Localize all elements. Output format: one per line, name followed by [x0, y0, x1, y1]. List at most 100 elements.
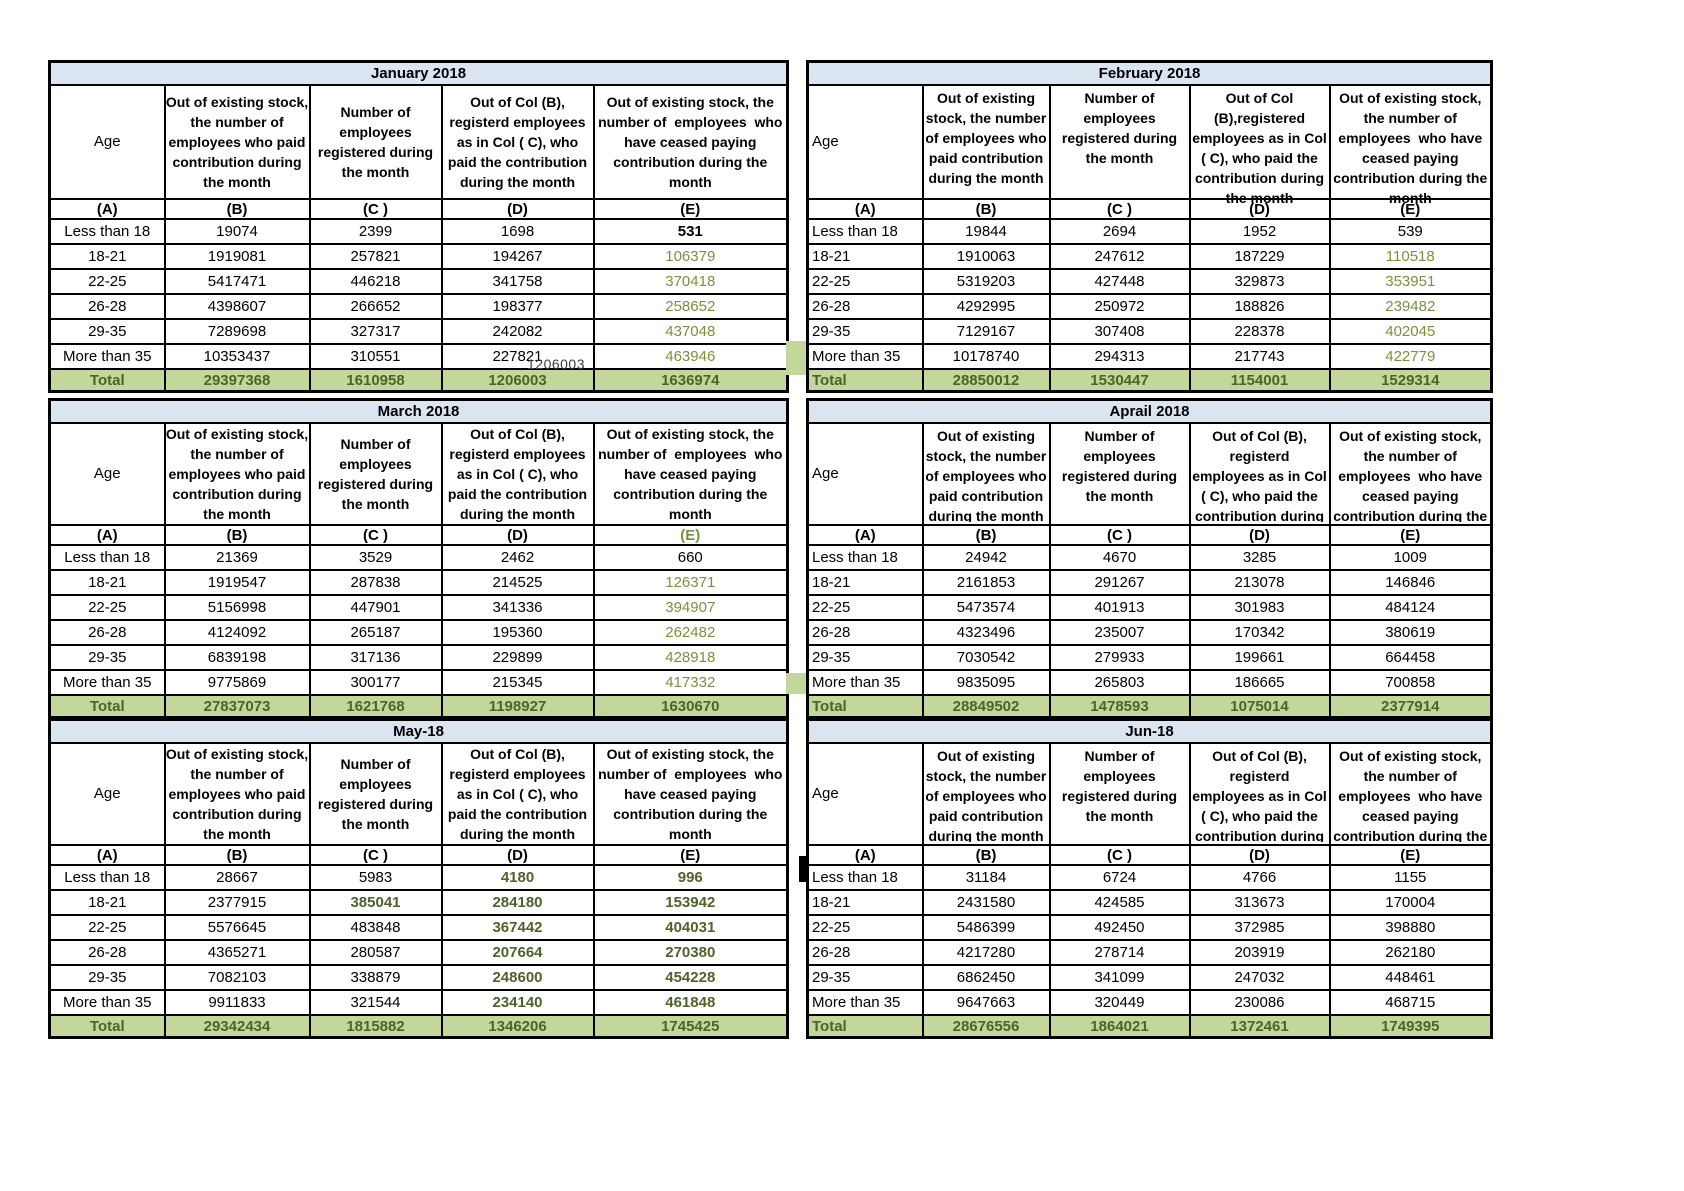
- total-row: Total 28676556 1864021 1372461 1749395: [806, 1014, 1493, 1039]
- col-header-text-b: Out of existing stock, the number of emp…: [165, 746, 309, 842]
- age-cell: Less than 18: [806, 864, 924, 891]
- col-label-e: (E): [1328, 198, 1493, 220]
- col-header-d: Out of Col (B), registerd employees as i…: [440, 422, 595, 526]
- col-header-text-d: Out of Col (B), registerd employees as i…: [1192, 748, 1327, 842]
- value-cell-b: 7030542: [921, 644, 1051, 671]
- age-cell: 18-21: [48, 569, 166, 596]
- age-cell: 18-21: [806, 243, 924, 270]
- age-cell: 22-25: [806, 268, 924, 295]
- total-label-cell: Total: [806, 368, 924, 393]
- total-value-cell-c: 1621768: [308, 694, 443, 719]
- value-cell-b: 9835095: [921, 669, 1051, 696]
- value-cell-b: 5417471: [163, 268, 311, 295]
- col-label-c: (C ): [308, 524, 443, 546]
- value-cell-d: 4766: [1188, 864, 1331, 891]
- col-header-text-c: Number of employees registered during th…: [317, 436, 434, 512]
- total-value-cell-c: 1864021: [1048, 1014, 1191, 1039]
- value-cell-d: 301983: [1188, 594, 1331, 621]
- value-cell-b: 1910063: [921, 243, 1051, 270]
- value-cell-b: 4292995: [921, 293, 1051, 320]
- value-cell-b: 1919547: [163, 569, 311, 596]
- col-label-c: (C ): [1048, 524, 1191, 546]
- value-cell-e: 664458: [1328, 644, 1493, 671]
- col-label-b: (B): [921, 844, 1051, 866]
- total-value-cell-d: 1198927: [440, 694, 595, 719]
- value-cell-d: 229899: [440, 644, 595, 671]
- value-cell-b: 10178740: [921, 343, 1051, 370]
- total-row: Total 29342434 1815882 1346206 1745425: [48, 1014, 789, 1039]
- value-cell-d: 1698: [440, 218, 595, 245]
- value-cell-e: 239482: [1328, 293, 1493, 320]
- data-row: 18-21 1919547 287838 214525 126371: [48, 569, 789, 596]
- age-cell: Less than 18: [48, 218, 166, 245]
- value-cell-d: 228378: [1188, 318, 1331, 345]
- age-cell: 18-21: [48, 889, 166, 916]
- value-cell-c: 279933: [1048, 644, 1191, 671]
- col-label-b: (B): [163, 524, 311, 546]
- age-cell: 22-25: [806, 914, 924, 941]
- value-cell-e: 422779: [1328, 343, 1493, 370]
- col-label-d: (D): [1188, 844, 1331, 866]
- value-cell-d: 2462: [440, 544, 595, 571]
- title-row: May-18: [48, 718, 789, 744]
- title-row: March 2018: [48, 398, 789, 424]
- age-cell: 26-28: [806, 939, 924, 966]
- age-cell: More than 35: [48, 343, 166, 370]
- value-cell-d: 248600: [440, 964, 595, 991]
- value-cell-b: 2431580: [921, 889, 1051, 916]
- value-cell-d: 203919: [1188, 939, 1331, 966]
- value-cell-b: 7289698: [163, 318, 311, 345]
- col-label-d: (D): [440, 844, 595, 866]
- total-value-cell-c: 1478593: [1048, 694, 1191, 719]
- total-value-cell-e: 1749395: [1328, 1014, 1493, 1039]
- value-cell-c: 280587: [308, 939, 443, 966]
- col-header-c: Number of employees registered during th…: [308, 742, 443, 846]
- value-cell-c: 341099: [1048, 964, 1191, 991]
- total-value-cell-d: 1154001: [1188, 368, 1331, 393]
- value-cell-c: 338879: [308, 964, 443, 991]
- col-label-e: (E): [592, 524, 789, 546]
- col-label-c: (C ): [308, 844, 443, 866]
- value-cell-d: 234140: [440, 989, 595, 1016]
- value-cell-c: 300177: [308, 669, 443, 696]
- month-title: Jun-18: [806, 718, 1493, 744]
- value-cell-e: 170004: [1328, 889, 1493, 916]
- col-header-text-b: Out of existing stock, the number of emp…: [925, 748, 1047, 842]
- age-header-cell: Age: [48, 84, 166, 200]
- data-row: 18-21 1910063 247612 187229 110518: [806, 243, 1493, 270]
- age-cell: 29-35: [806, 318, 924, 345]
- col-header-text-c: Number of employees registered during th…: [317, 756, 434, 832]
- value-cell-e: 258652: [592, 293, 789, 320]
- age-cell: 22-25: [48, 594, 166, 621]
- value-cell-c: 310551: [308, 343, 443, 370]
- age-cell: 29-35: [806, 964, 924, 991]
- table-march-2018: March 2018 Age Out of existing stock, the …: [48, 398, 790, 719]
- age-cell: 29-35: [48, 318, 166, 345]
- value-cell-e: 126371: [592, 569, 789, 596]
- age-cell: 18-21: [48, 243, 166, 270]
- value-cell-c: 492450: [1048, 914, 1191, 941]
- data-row: 26-28 4292995 250972 188826 239482: [806, 293, 1493, 320]
- data-row: 29-35 7030542 279933 199661 664458: [806, 644, 1493, 671]
- value-cell-e: 370418: [592, 268, 789, 295]
- col-header-text-b: Out of existing stock, the number of emp…: [925, 90, 1047, 186]
- data-row: More than 35 10178740 294313 217743 422779: [806, 343, 1493, 370]
- data-row: 18-21 2161853 291267 213078 146846: [806, 569, 1493, 596]
- value-cell-b: 4124092: [163, 619, 311, 646]
- total-row: Total 28849502 1478593 1075014 2377914: [806, 694, 1493, 719]
- table-aprail-2018: Aprail 2018 Age Out of existing stock, the…: [806, 398, 1493, 719]
- total-label-cell: Total: [806, 1014, 924, 1039]
- value-cell-d: 187229: [1188, 243, 1331, 270]
- value-cell-b: 19844: [921, 218, 1051, 245]
- value-cell-d: 284180: [440, 889, 595, 916]
- value-cell-d: 186665: [1188, 669, 1331, 696]
- value-cell-b: 5486399: [921, 914, 1051, 941]
- value-cell-c: 483848: [308, 914, 443, 941]
- value-cell-b: 2161853: [921, 569, 1051, 596]
- value-cell-e: 110518: [1328, 243, 1493, 270]
- total-value-cell-b: 28676556: [921, 1014, 1051, 1039]
- col-header-text-d: Out of Col (B),registered employees as i…: [1192, 90, 1327, 206]
- total-value-cell-e: 1529314: [1328, 368, 1493, 393]
- value-cell-c: 401913: [1048, 594, 1191, 621]
- value-cell-b: 4365271: [163, 939, 311, 966]
